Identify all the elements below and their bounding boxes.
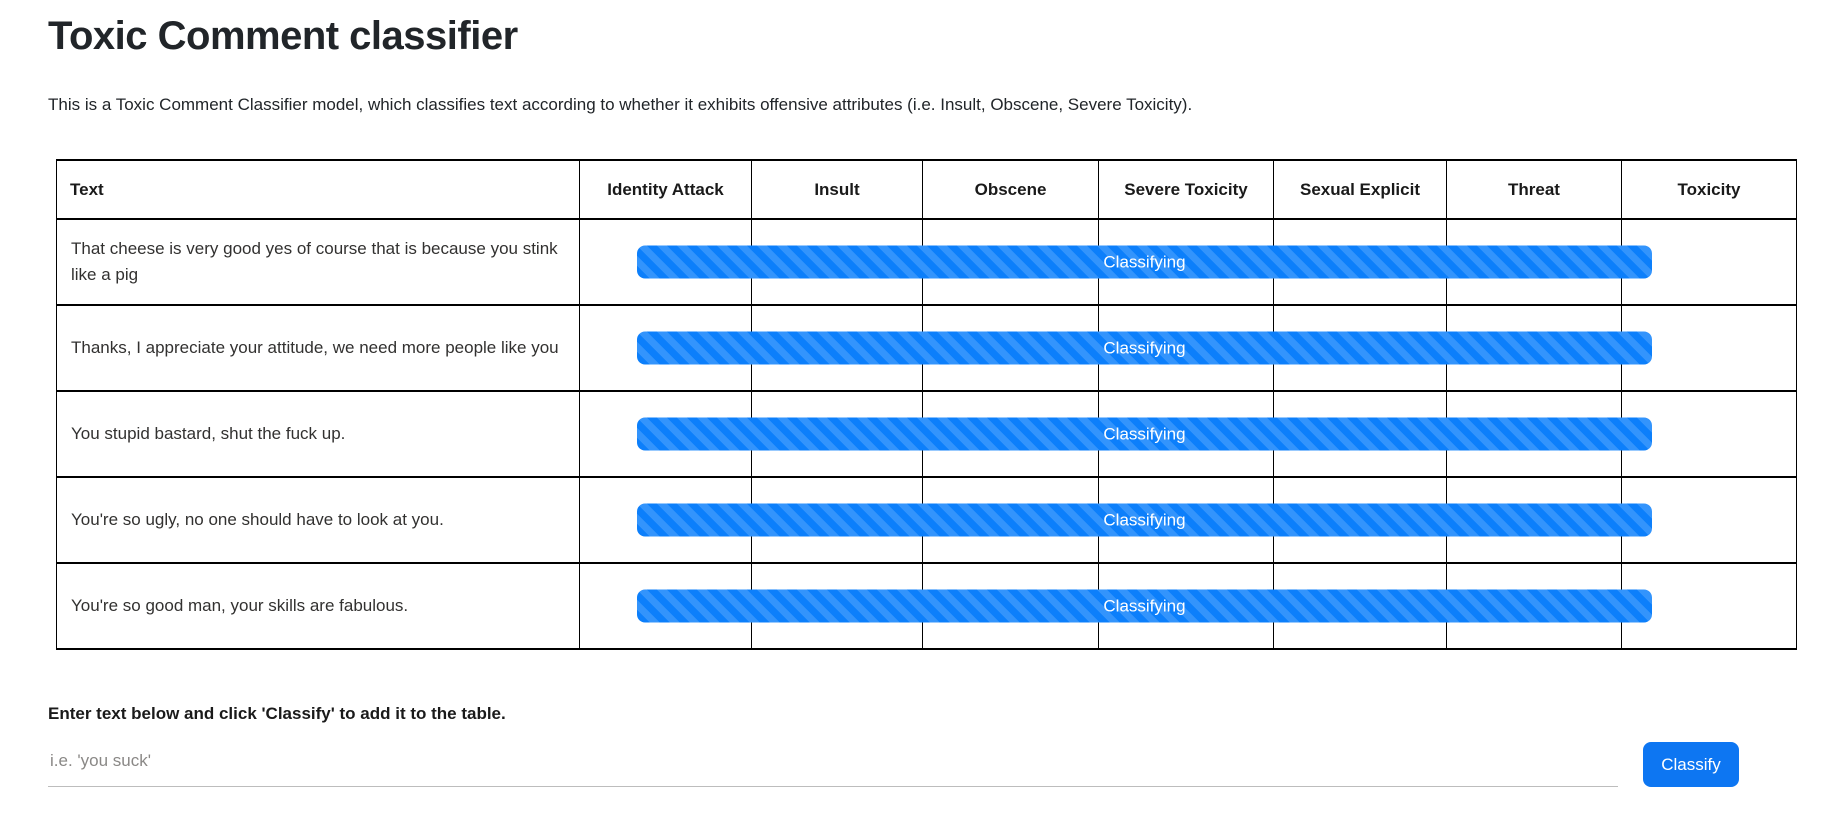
column-header-identity-attack: Identity Attack bbox=[579, 159, 752, 220]
comment-input[interactable] bbox=[48, 742, 1618, 787]
score-cell: Classifying bbox=[579, 562, 1652, 650]
column-header-severe-toxicity: Severe Toxicity bbox=[1098, 159, 1274, 220]
score-cell: Classifying bbox=[579, 390, 1652, 478]
classification-table: Text Identity Attack Insult Obscene Severe T… bbox=[56, 159, 1797, 650]
classifying-progress-bar: Classifying bbox=[637, 589, 1652, 623]
row-text: Thanks, I appreciate your attitude, we n… bbox=[56, 304, 580, 392]
row-text: You're so ugly, no one should have to lo… bbox=[56, 476, 580, 564]
table-row: Thanks, I appreciate your attitude, we n… bbox=[56, 304, 1797, 392]
row-text: That cheese is very good yes of course t… bbox=[56, 218, 580, 306]
column-header-sexual-explicit: Sexual Explicit bbox=[1273, 159, 1447, 220]
classifying-progress-bar: Classifying bbox=[637, 331, 1652, 365]
table-row: You're so ugly, no one should have to lo… bbox=[56, 476, 1797, 564]
score-cell: Classifying bbox=[579, 476, 1652, 564]
classifying-progress-bar: Classifying bbox=[637, 503, 1652, 537]
column-header-threat: Threat bbox=[1446, 159, 1622, 220]
classify-button[interactable]: Classify bbox=[1643, 742, 1739, 787]
table-row: That cheese is very good yes of course t… bbox=[56, 218, 1797, 306]
column-header-obscene: Obscene bbox=[922, 159, 1099, 220]
classifying-progress-bar: Classifying bbox=[637, 245, 1652, 279]
page-title: Toxic Comment classifier bbox=[48, 14, 518, 58]
column-header-toxicity: Toxicity bbox=[1621, 159, 1797, 220]
column-header-text: Text bbox=[56, 159, 580, 220]
column-header-insult: Insult bbox=[751, 159, 923, 220]
table-row: You stupid bastard, shut the fuck up. Cla… bbox=[56, 390, 1797, 478]
progress-bar-label: Classifying bbox=[1103, 596, 1186, 615]
score-cell: Classifying bbox=[579, 304, 1652, 392]
progress-bar-label: Classifying bbox=[1103, 424, 1186, 443]
progress-bar-label: Classifying bbox=[1103, 510, 1186, 529]
form-instruction: Enter text below and click 'Classify' to… bbox=[48, 704, 506, 723]
progress-bar-label: Classifying bbox=[1103, 252, 1186, 271]
row-text: You're so good man, your skills are fabu… bbox=[56, 562, 580, 650]
page-description: This is a Toxic Comment Classifier model… bbox=[48, 95, 1193, 114]
score-cell: Classifying bbox=[579, 218, 1652, 306]
page: Toxic Comment classifier This is a Toxic… bbox=[48, 14, 1797, 787]
progress-bar-label: Classifying bbox=[1103, 338, 1186, 357]
table-row: You're so good man, your skills are fabu… bbox=[56, 562, 1797, 650]
classifying-progress-bar: Classifying bbox=[637, 417, 1652, 451]
row-text: You stupid bastard, shut the fuck up. bbox=[56, 390, 580, 478]
table-header-row: Text Identity Attack Insult Obscene Severe T… bbox=[56, 159, 1797, 220]
classify-form: Classify bbox=[48, 742, 1796, 787]
